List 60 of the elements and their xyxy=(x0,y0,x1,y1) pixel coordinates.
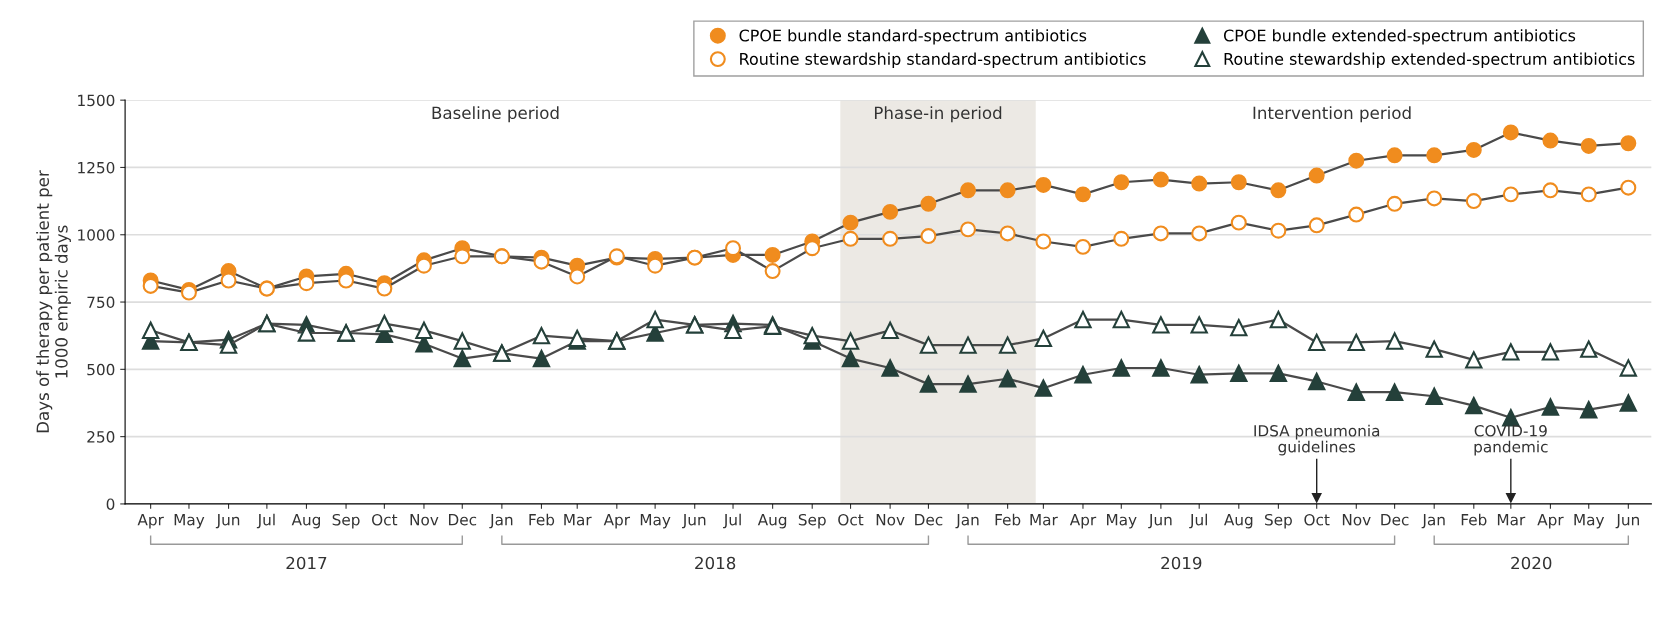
x-tick-label: May xyxy=(1107,514,1137,529)
x-tick-label: Jul xyxy=(723,513,741,529)
y-axis-title: Days of therapy per patient per 1000 empiric days xyxy=(36,170,71,433)
x-tick-label: Nov xyxy=(876,514,905,526)
x-tick-label: Aug xyxy=(757,514,787,529)
x-tick-label: Jun xyxy=(1148,514,1172,529)
legend-label: CPOE bundle standard-spectrum antibiotics xyxy=(739,29,1087,45)
x-tick-label: Oct xyxy=(838,513,864,526)
x-tick-label: Oct xyxy=(372,513,398,526)
x-tick-label: Jul xyxy=(256,513,275,529)
x-tick-label: Aug xyxy=(1224,514,1253,529)
x-tick-label: May xyxy=(1574,514,1605,529)
x-tick-label: Mar xyxy=(1497,514,1526,526)
text: 2019 xyxy=(1161,556,1202,570)
x-tick-label: May xyxy=(640,514,671,529)
x-tick-label: Feb xyxy=(529,513,555,526)
y-tick-label: 1250 xyxy=(78,161,115,174)
y-tick-label: 250 xyxy=(87,431,115,443)
x-tick-label: Jun xyxy=(681,514,706,529)
y-tick-label: 1500 xyxy=(78,94,115,107)
x-tick-label: Sep xyxy=(1264,513,1292,529)
x-tick-label: Nov xyxy=(1342,514,1371,526)
ref-line-label: IDSA pneumonia guidelines xyxy=(1254,424,1380,456)
x-tick-label: May xyxy=(174,514,205,529)
text: 2018 xyxy=(695,556,736,570)
text: 2020 xyxy=(1511,556,1552,570)
x-tick-label: Oct xyxy=(1304,513,1330,526)
x-tick-label: Mar xyxy=(1030,514,1058,526)
x-tick-label: Apr xyxy=(1537,514,1564,529)
legend-label: Routine stewardship standard-spectrum antibiotics xyxy=(740,52,1146,69)
annotation: Intervention period xyxy=(1253,106,1411,123)
legend-label: CPOE bundle extended-spectrum antibiotics xyxy=(1223,29,1576,45)
x-tick-label: Mar xyxy=(564,514,592,526)
x-tick-label: Jan xyxy=(489,514,513,529)
x-tick-label: Feb xyxy=(1461,513,1487,526)
x-tick-label: Apr xyxy=(1069,514,1097,529)
x-tick-label: Nov xyxy=(410,514,439,526)
x-tick-label: Aug xyxy=(291,514,320,529)
x-tick-label: Dec xyxy=(448,514,477,526)
y-tick-label: 0 xyxy=(106,498,115,510)
text: 2017 xyxy=(286,556,327,570)
x-tick-label: Jan xyxy=(1421,514,1445,529)
x-tick-label: Apr xyxy=(137,514,164,529)
x-tick-label: Sep xyxy=(798,513,826,529)
annotation: Baseline period xyxy=(432,106,559,123)
x-tick-label: Jan xyxy=(955,514,979,529)
x-tick-label: Jun xyxy=(1615,514,1639,529)
x-tick-label: Apr xyxy=(603,514,631,529)
y-tick-label: 750 xyxy=(87,296,115,309)
legend-label: Routine stewardship extended-spectrum antibiotics xyxy=(1224,52,1635,69)
y-tick-label: 500 xyxy=(87,363,115,376)
x-tick-label: Feb xyxy=(995,513,1021,526)
x-tick-label: Dec xyxy=(915,514,943,526)
ref-line-label: COVID-19 pandemic xyxy=(1474,425,1548,456)
band-label: Phase-in period xyxy=(874,106,1002,123)
x-tick-label: Jun xyxy=(215,514,240,529)
x-tick-label: Sep xyxy=(332,513,360,529)
y-tick-label: 1000 xyxy=(78,229,115,241)
x-tick-label: Dec xyxy=(1381,514,1409,526)
x-tick-label: Jul xyxy=(1189,513,1207,529)
